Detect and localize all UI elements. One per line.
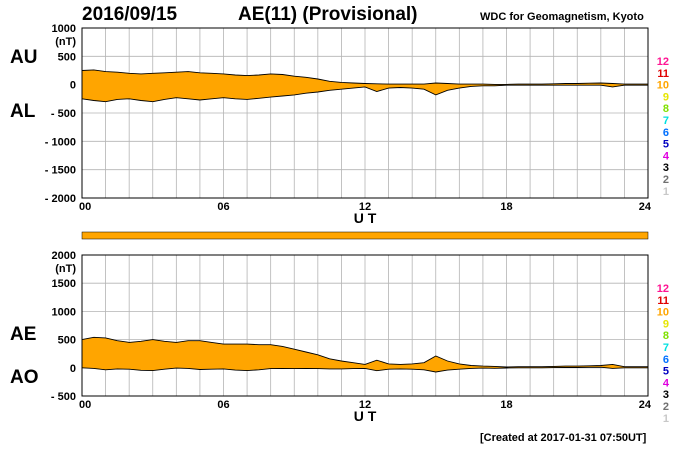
y-tick-label: 1500 — [52, 278, 76, 290]
station-count-label: 5 — [663, 366, 669, 378]
y-tick-label: 1000 — [52, 23, 76, 35]
station-count-label: 9 — [663, 91, 669, 103]
station-count-label: 4 — [663, 377, 670, 389]
series-line-al — [81, 84, 648, 103]
station-count-label: 8 — [663, 103, 669, 115]
y-tick-label: 2000 — [52, 250, 76, 262]
x-tick-label: 18 — [500, 201, 512, 213]
station-count-label: 5 — [663, 139, 669, 151]
y-tick-label: - 500 — [51, 108, 76, 120]
station-count-label: 3 — [663, 389, 669, 401]
station-count-label: 7 — [663, 342, 669, 354]
x-axis-label: U T — [354, 210, 377, 226]
series-label-au: AU — [10, 47, 37, 68]
x-tick-label: 24 — [639, 399, 652, 411]
x-tick-label: 12 — [359, 201, 371, 213]
x-axis-label: U T — [354, 408, 377, 424]
x-tick-label: 00 — [79, 201, 91, 213]
y-tick-label: - 1000 — [45, 136, 76, 148]
y-tick-label: - 2000 — [45, 193, 76, 205]
chart-date: 2016/09/15 — [82, 4, 178, 25]
station-count-label: 3 — [663, 162, 669, 174]
series-fill-area — [82, 337, 648, 372]
y-tick-label: 0 — [70, 80, 76, 92]
station-count-label: 4 — [663, 150, 670, 162]
station-count-label: 1 — [663, 413, 669, 425]
series-fill-area — [82, 69, 648, 102]
station-count-label: 10 — [657, 80, 669, 92]
station-count-bar — [81, 231, 649, 240]
x-tick-label: 06 — [217, 399, 229, 411]
series-line-ao — [81, 366, 648, 373]
station-count-label: 11 — [657, 295, 669, 307]
plot-frame — [81, 27, 649, 199]
x-tick-label: 06 — [217, 201, 229, 213]
x-tick-label: 18 — [500, 399, 512, 411]
series-line-au — [81, 69, 648, 85]
data-source: WDC for Geomagnetism, Kyoto — [480, 11, 644, 23]
series-line-ae — [81, 336, 648, 368]
station-count-label: 6 — [663, 354, 669, 366]
x-tick-label: 12 — [359, 399, 371, 411]
x-tick-label: 24 — [639, 201, 652, 213]
station-count-label: 10 — [657, 307, 669, 319]
chart-index-title: AE(11) (Provisional) — [238, 4, 418, 25]
series-label-ae: AE — [10, 324, 36, 345]
plot-frame — [81, 254, 649, 397]
station-count-label: 12 — [657, 56, 669, 68]
station-count-label: 8 — [663, 330, 669, 342]
station-count-label: 12 — [657, 283, 669, 295]
unit-label: (nT) — [55, 36, 76, 48]
station-count-label: 6 — [663, 127, 669, 139]
y-tick-label: 0 — [70, 363, 76, 375]
x-tick-label: 00 — [79, 399, 91, 411]
station-count-label: 9 — [663, 318, 669, 330]
unit-label: (nT) — [55, 263, 76, 275]
station-count-label: 11 — [657, 68, 669, 80]
series-label-ao: AO — [10, 367, 39, 388]
station-count-label: 1 — [663, 186, 669, 198]
station-count-label: 7 — [663, 115, 669, 127]
y-tick-label: 500 — [58, 335, 76, 347]
created-timestamp: [Created at 2017-01-31 07:50UT] — [480, 432, 647, 444]
y-tick-label: 500 — [58, 51, 76, 63]
y-tick-label: 1000 — [52, 306, 76, 318]
y-tick-label: - 500 — [51, 391, 76, 403]
y-tick-label: - 1500 — [45, 165, 76, 177]
station-count-label: 2 — [663, 401, 669, 413]
series-label-al: AL — [10, 101, 36, 122]
station-count-label: 2 — [663, 174, 669, 186]
